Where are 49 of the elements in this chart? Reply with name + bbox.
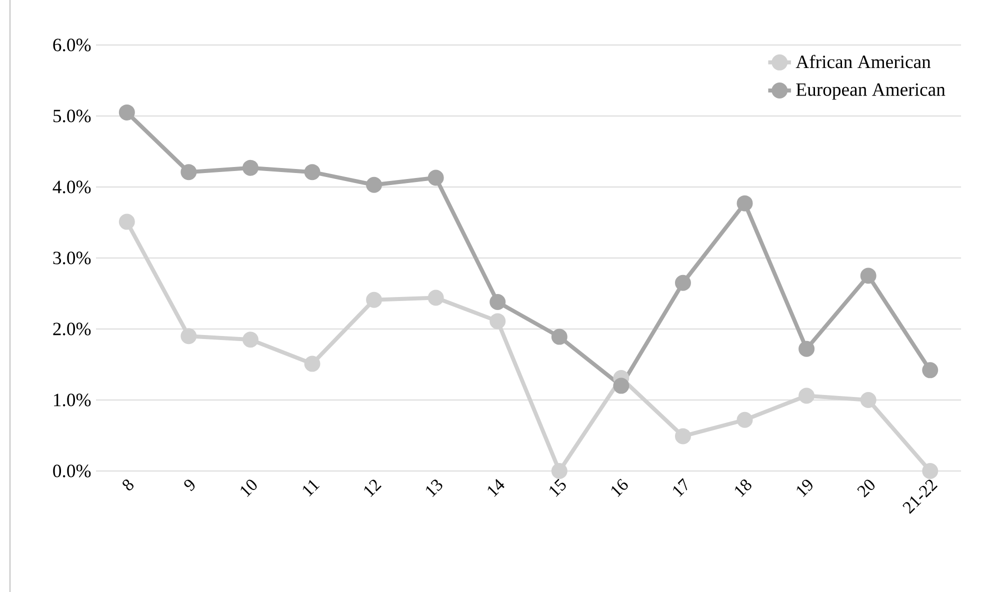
y-tick-label: 3.0% xyxy=(53,252,91,264)
x-tick-label: 20 xyxy=(857,480,875,498)
x-tick-label: 10 xyxy=(240,480,257,497)
legend-label: European American xyxy=(796,83,946,100)
point xyxy=(922,362,938,378)
x-tick-label: 12 xyxy=(364,480,382,497)
point xyxy=(242,160,258,176)
y-tick-label: 6.0% xyxy=(53,38,91,52)
point xyxy=(242,332,258,348)
point xyxy=(366,176,382,193)
x-tick-label: 18 xyxy=(734,480,752,497)
x-tick-label: 15 xyxy=(550,478,566,497)
point xyxy=(613,378,630,394)
x-tick-label: 9 xyxy=(184,480,195,492)
point xyxy=(304,164,320,180)
x-tick-label: 19 xyxy=(796,480,812,497)
x-tick-label: 16 xyxy=(611,478,628,497)
x-tick-label: 11 xyxy=(302,480,320,496)
y-tick-label: 0.0% xyxy=(53,464,91,478)
point xyxy=(180,164,197,180)
x-tick-label: 17 xyxy=(673,478,688,497)
point xyxy=(674,428,691,444)
point xyxy=(180,328,197,344)
point xyxy=(118,104,135,120)
point xyxy=(674,274,691,291)
point xyxy=(736,412,753,428)
x-tick-label: 8 xyxy=(122,480,134,490)
legend-label: African American xyxy=(796,54,931,68)
point xyxy=(428,290,444,306)
point xyxy=(490,294,506,310)
y-tick-label: 4.0% xyxy=(52,180,91,194)
y-tick-label: 1.0% xyxy=(54,394,91,406)
x-tick-label: 14 xyxy=(488,478,504,497)
point xyxy=(366,292,382,308)
point xyxy=(118,214,135,230)
point xyxy=(551,463,568,479)
y-tick-label: 5.0% xyxy=(53,110,91,122)
point xyxy=(922,463,938,479)
x-tick-label: 13 xyxy=(426,480,442,497)
point xyxy=(490,313,506,330)
point xyxy=(798,388,815,404)
point xyxy=(860,268,876,284)
y-tick-label: 2.0% xyxy=(53,322,91,336)
point xyxy=(798,340,815,357)
point xyxy=(304,356,320,372)
point xyxy=(428,170,444,186)
point xyxy=(551,328,568,345)
point xyxy=(736,195,753,212)
point xyxy=(860,392,876,408)
